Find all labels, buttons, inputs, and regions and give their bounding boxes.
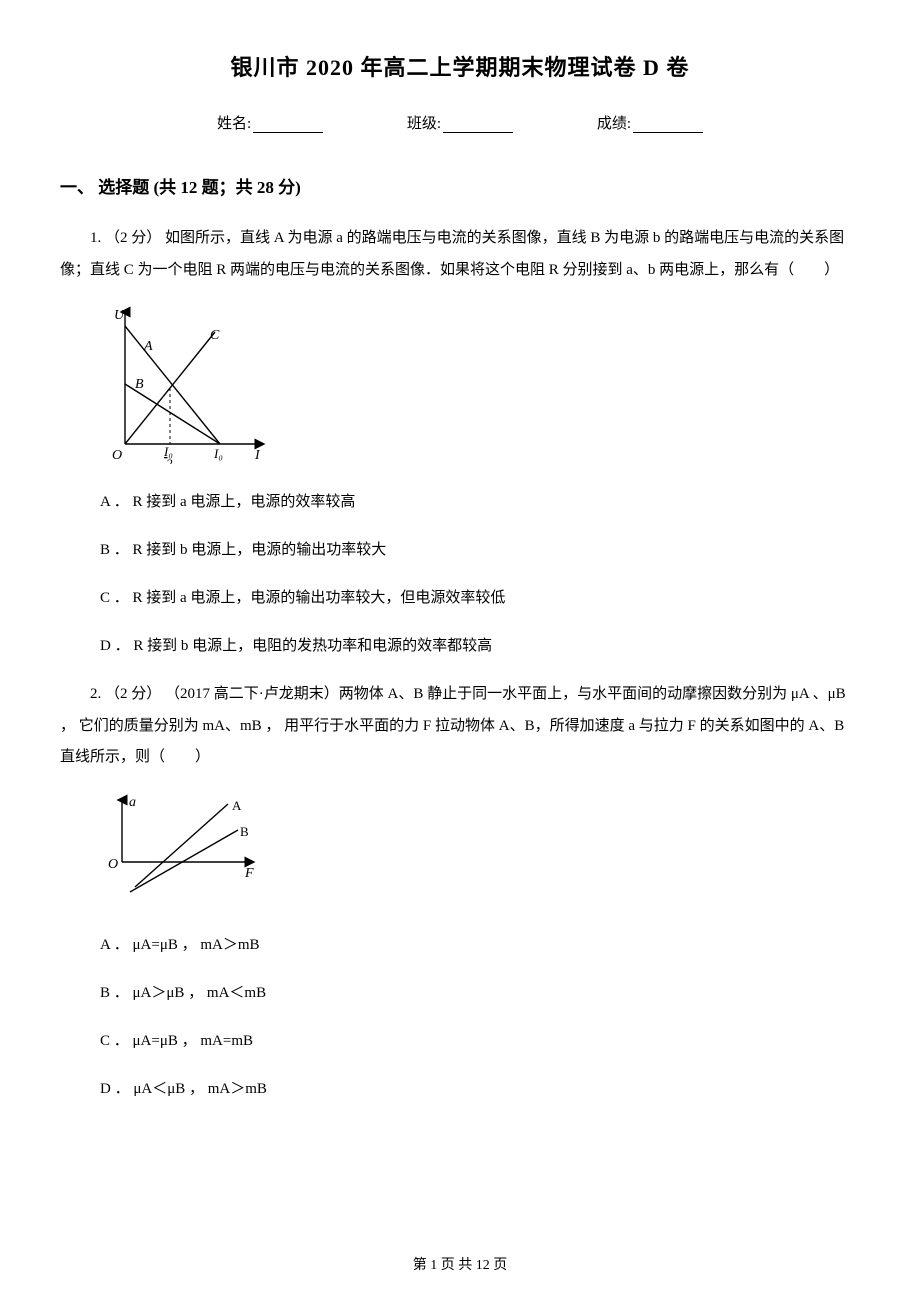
q2-option-d: D ． μA＜μB ， mA＞mB <box>100 1074 860 1104</box>
q2-option-a: A ． μA=μB ， mA＞mB <box>100 930 860 960</box>
q2-figure: a F O A B <box>100 792 860 912</box>
q2-fig-xlabel: F <box>244 866 254 881</box>
q1-option-b: B ． R 接到 b 电源上，电源的输出功率较大 <box>100 535 860 565</box>
q1-figure: U I O A B C I₀ 2 I₀ <box>100 304 860 469</box>
q2-option-c: C ． μA=μB ， mA=mB <box>100 1026 860 1056</box>
q2-fig-label-a: A <box>232 798 242 813</box>
page-title: 银川市 2020 年高二上学期期末物理试卷 D 卷 <box>60 50 860 82</box>
q2-fig-origin: O <box>108 857 118 872</box>
q1-fig-tick-i0half-den: 2 <box>166 456 173 464</box>
q1-fig-tick-i0: I₀ <box>213 446 223 461</box>
q1-fig-xlabel: I <box>254 448 261 463</box>
name-blank <box>253 117 323 133</box>
q1-fig-label-c: C <box>210 328 220 343</box>
score-blank <box>633 117 703 133</box>
q1-fig-label-a: A <box>143 339 153 354</box>
q1-text: 1. （2 分） 如图所示，直线 A 为电源 a 的路端电压与电流的关系图像，直… <box>60 223 860 286</box>
page-footer: 第 1 页 共 12 页 <box>0 1254 920 1274</box>
q2-fig-ylabel: a <box>129 795 136 810</box>
score-label: 成绩: <box>597 116 631 132</box>
q1-fig-ylabel: U <box>114 308 125 323</box>
q2-text: 2. （2 分） （2017 高二下·卢龙期末）两物体 A、B 静止于同一水平面… <box>60 679 860 774</box>
q1-option-c: C ． R 接到 a 电源上，电源的输出功率较大，但电源效率较低 <box>100 583 860 613</box>
q2-option-b: B ． μA＞μB ， mA＜mB <box>100 978 860 1008</box>
class-label: 班级: <box>407 116 441 132</box>
q1-fig-origin: O <box>112 448 122 463</box>
q1-fig-label-b: B <box>135 377 144 392</box>
class-blank <box>443 117 513 133</box>
student-info-row: 姓名: 班级: 成绩: <box>60 112 860 133</box>
q1-option-d: D ． R 接到 b 电源上，电阻的发热功率和电源的效率都较高 <box>100 631 860 661</box>
q1-option-a: A ． R 接到 a 电源上，电源的效率较高 <box>100 487 860 517</box>
q2-fig-label-b: B <box>240 824 249 839</box>
name-label: 姓名: <box>217 116 251 132</box>
section-heading: 一、 选择题 (共 12 题；共 28 分) <box>60 173 860 198</box>
